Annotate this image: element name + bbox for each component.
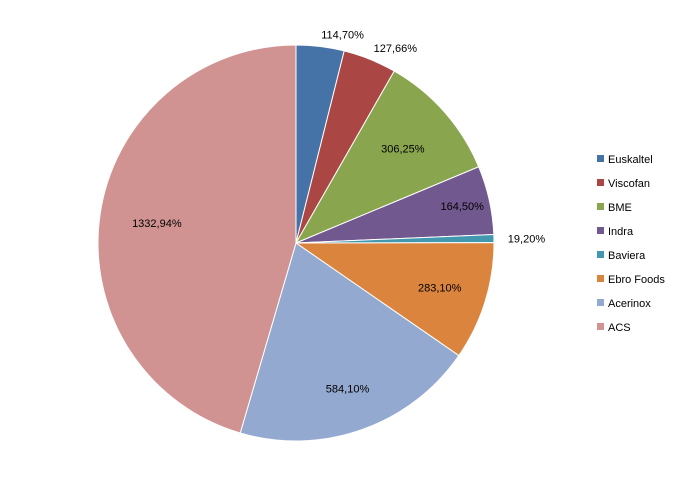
data-label-acs: 1332,94%	[132, 218, 182, 230]
legend-swatch-indra	[597, 227, 604, 234]
legend-label-indra: Indra	[608, 226, 634, 238]
legend-swatch-ebro-foods	[597, 275, 604, 282]
pie-slice-bme	[294, 70, 480, 245]
legend-label-ebro-foods: Ebro Foods	[608, 274, 665, 286]
legend-swatch-euskaltel	[597, 155, 604, 162]
data-label-indra: 164,50%	[440, 201, 484, 213]
legend-swatch-acerinox	[597, 299, 604, 306]
legend-label-acs: ACS	[608, 322, 631, 334]
legend-label-bme: BME	[608, 202, 632, 214]
data-label-baviera: 19,20%	[508, 233, 546, 245]
data-label-euskaltel: 114,70%	[321, 30, 364, 42]
legend: Euskaltel Viscofan BME Indra Baviera Ebro Foo…	[597, 154, 665, 334]
legend-label-viscofan: Viscofan	[608, 178, 650, 190]
data-label-viscofan: 127,66%	[374, 43, 418, 55]
legend-swatch-bme	[597, 203, 604, 210]
pie-slices	[97, 44, 495, 442]
pie-slice-ebro-foods	[294, 242, 495, 357]
legend-label-euskaltel: Euskaltel	[608, 154, 653, 166]
legend-swatch-acs	[597, 323, 604, 330]
legend-label-acerinox: Acerinox	[608, 298, 651, 310]
data-label-ebro-foods: 283,10%	[418, 283, 462, 295]
legend-label-baviera: Baviera	[608, 250, 646, 262]
legend-swatch-baviera	[597, 251, 604, 258]
data-label-bme: 306,25%	[381, 144, 425, 156]
pie-slice-acerinox	[239, 242, 460, 442]
data-label-acerinox: 584,10%	[326, 384, 370, 396]
legend-swatch-viscofan	[597, 179, 604, 186]
data-labels: 114,70% 127,66% 306,25% 164,50% 19,20% 283,10…	[132, 30, 545, 396]
pie-slice-acs	[97, 44, 297, 434]
